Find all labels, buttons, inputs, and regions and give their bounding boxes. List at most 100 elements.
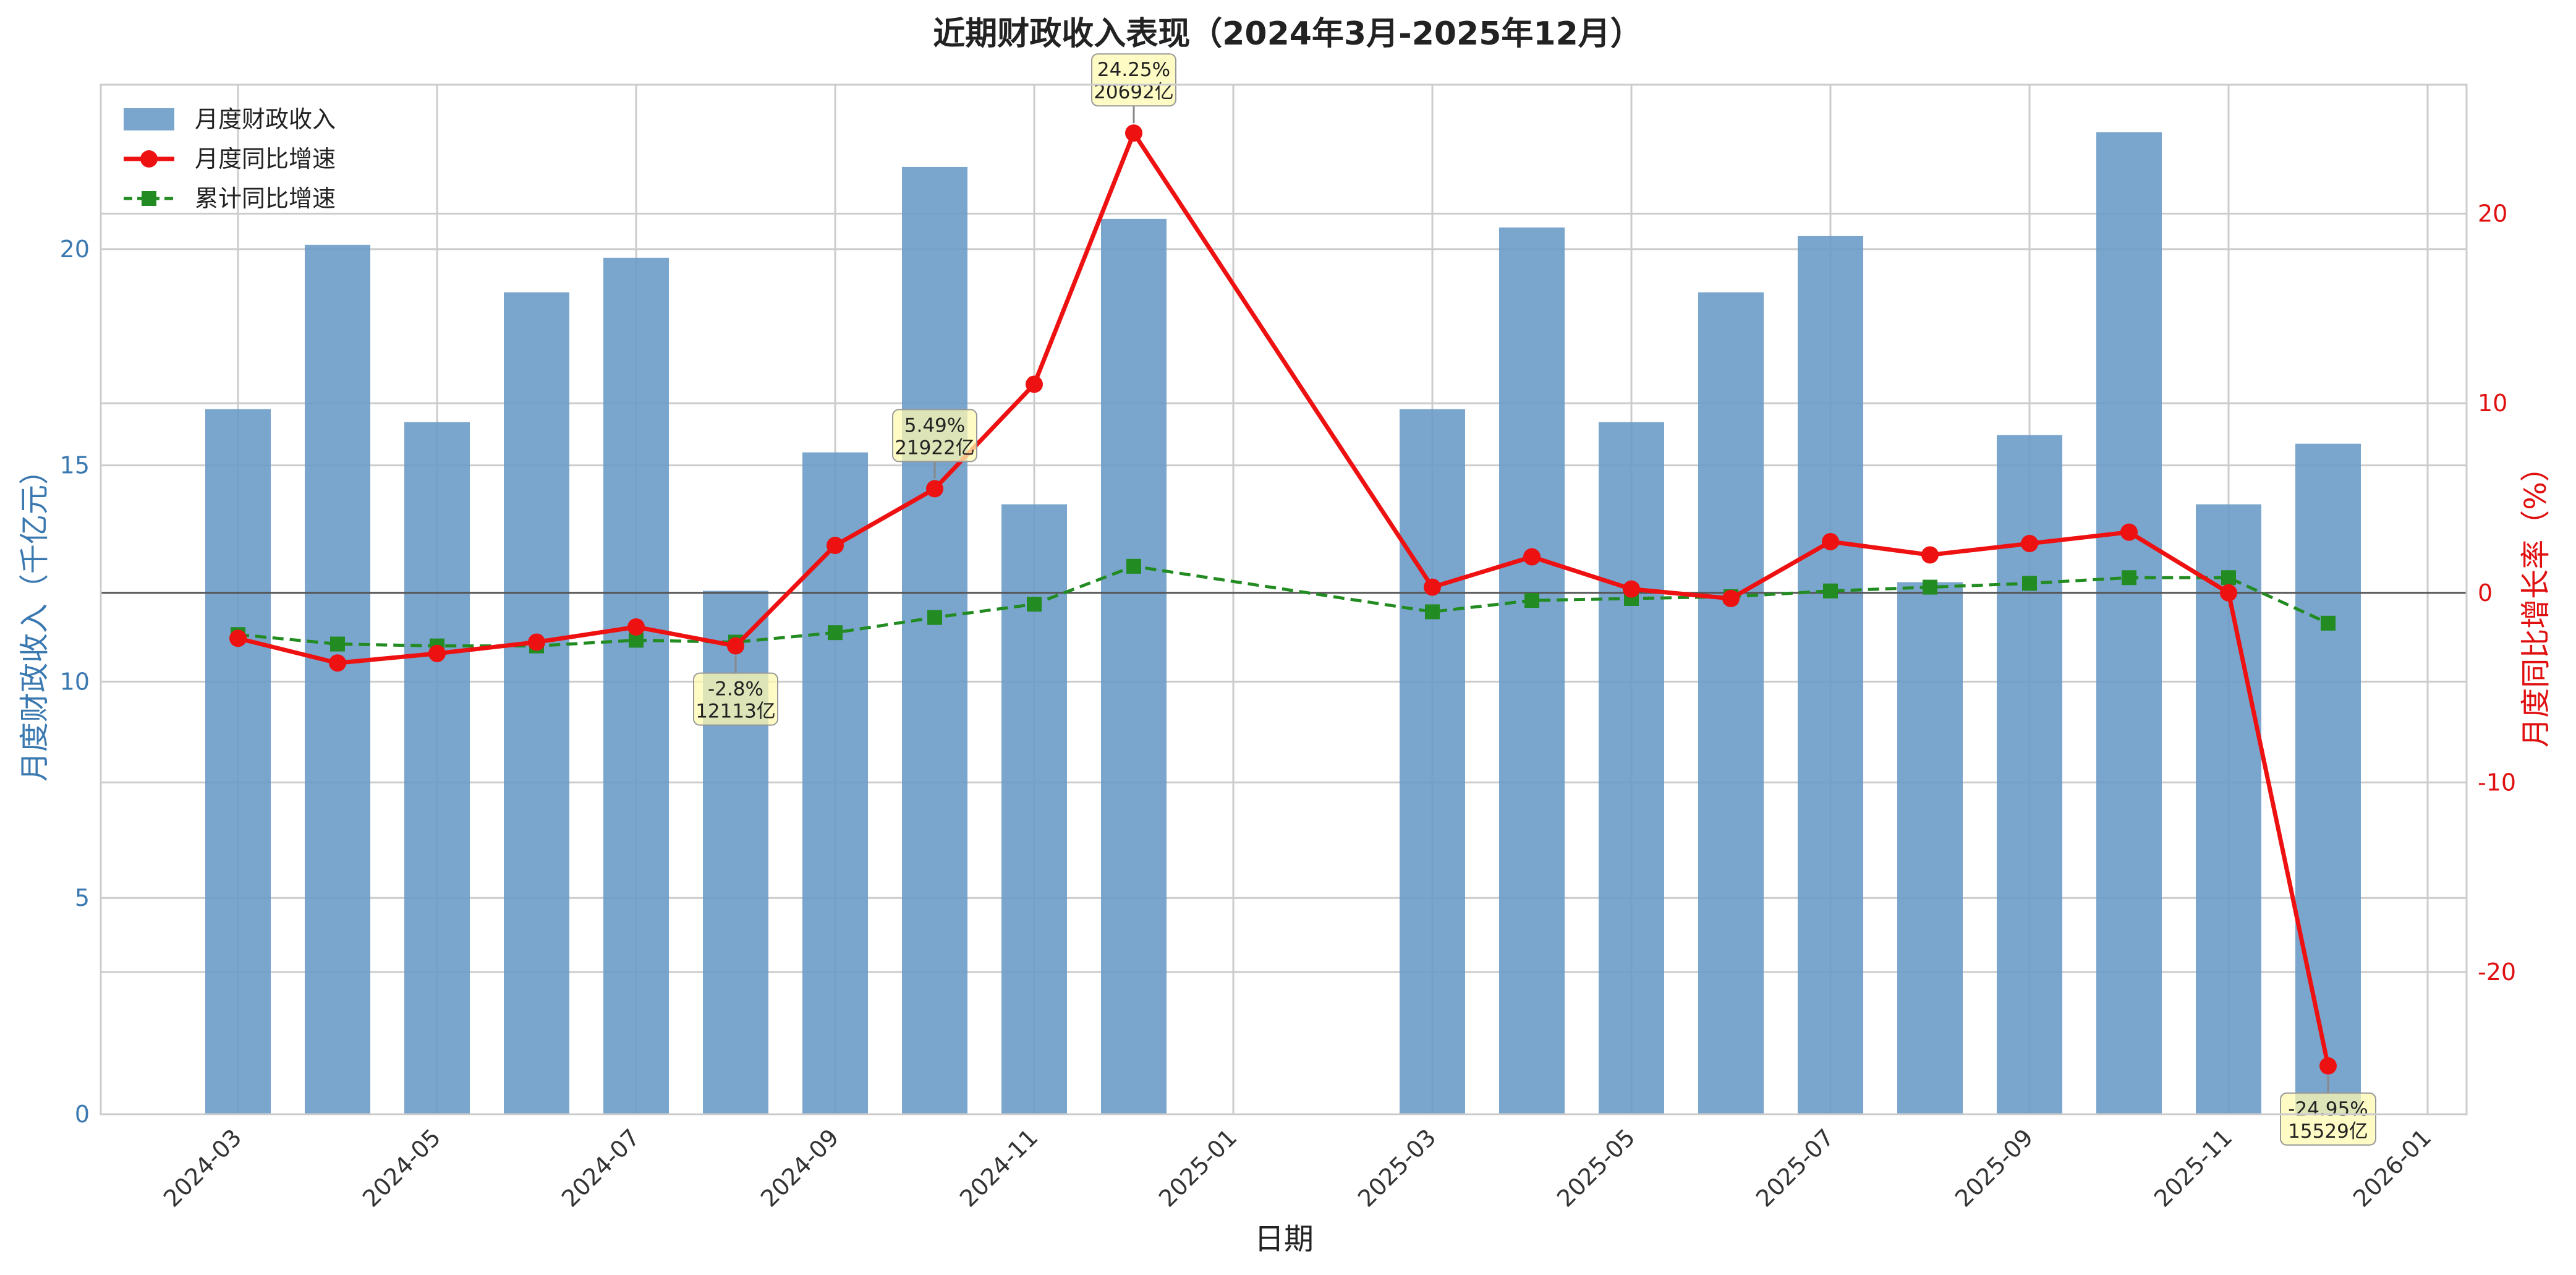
x-tick-label: 2025-07 <box>1751 1124 1839 1212</box>
legend-swatch-marker <box>142 191 156 206</box>
point-monthly <box>2120 523 2138 541</box>
point-monthly <box>1822 532 1839 550</box>
point-monthly <box>428 644 446 662</box>
annotation-amount: 15529亿 <box>2288 1120 2368 1143</box>
y-axis-right-title: 月度同比增长率（%） <box>2519 452 2553 748</box>
legend-label: 累计同比增速 <box>195 185 336 212</box>
y-tick-label-right: 10 <box>2478 390 2507 417</box>
point-monthly <box>1623 580 1640 598</box>
annotation-value: -24.95% <box>2288 1098 2368 1120</box>
x-tick-label: 2024-11 <box>954 1124 1043 1212</box>
y-tick-label-left: 0 <box>75 1101 90 1128</box>
bar <box>2196 504 2261 1114</box>
annotation-value: -2.8% <box>708 678 763 701</box>
bar <box>504 292 569 1114</box>
x-tick-label: 2025-03 <box>1353 1124 1441 1212</box>
x-tick-label: 2024-03 <box>158 1124 247 1212</box>
point-cumulative <box>1524 593 1539 608</box>
bar-series <box>205 132 2361 1115</box>
bar <box>1499 227 1565 1115</box>
point-monthly <box>2319 1057 2337 1075</box>
bar <box>1400 409 1465 1115</box>
x-tick-label: 2024-05 <box>357 1124 446 1212</box>
point-monthly <box>528 633 545 651</box>
x-tick-label: 2025-01 <box>1154 1124 1242 1212</box>
x-tick-label: 2025-11 <box>2149 1124 2237 1212</box>
bar <box>902 166 967 1114</box>
legend-label: 月度同比增速 <box>195 145 336 173</box>
bar <box>603 257 669 1115</box>
bar <box>802 452 868 1115</box>
annotation-box <box>693 672 778 726</box>
point-monthly <box>1424 578 1441 596</box>
point-cumulative <box>828 625 843 641</box>
x-axis-title: 日期 <box>1254 1222 1314 1256</box>
x-tick-label: 2025-05 <box>1552 1124 1640 1212</box>
point-cumulative <box>330 636 345 652</box>
legend-swatch-marker <box>140 150 158 168</box>
plot-frame <box>100 83 2468 1115</box>
bar <box>2096 132 2162 1115</box>
point-cumulative <box>927 610 942 625</box>
x-tick-label: 2024-07 <box>556 1124 645 1212</box>
x-tick-label: 2024-09 <box>755 1124 844 1212</box>
annotation-value: 24.25% <box>1097 59 1170 81</box>
point-monthly <box>2021 535 2038 553</box>
bar <box>205 409 271 1115</box>
bar <box>2295 443 2361 1114</box>
point-monthly <box>1722 589 1740 607</box>
point-monthly <box>1026 375 1043 393</box>
bar <box>1798 236 1863 1115</box>
bar <box>1698 292 1764 1114</box>
point-monthly <box>926 480 943 498</box>
annotation-amount: 21922亿 <box>895 437 975 459</box>
point-monthly <box>1921 546 1939 564</box>
point-cumulative <box>1923 579 1937 595</box>
point-cumulative <box>1126 558 1141 574</box>
y-tick-label-right: -20 <box>2478 958 2516 986</box>
bar <box>1897 582 1963 1114</box>
annotation-value: 5.49% <box>904 414 965 437</box>
annotations: 24.25%20692亿5.49%21922亿-2.8%12113亿-24.95… <box>693 53 2376 1146</box>
point-cumulative <box>1027 597 1042 612</box>
y-tick-label-right: 0 <box>2478 579 2493 607</box>
annotation-box <box>2280 1092 2376 1146</box>
bar <box>1599 422 1664 1114</box>
grid <box>101 85 2467 1114</box>
series-line-monthly <box>237 130 2331 1067</box>
point-cumulative <box>2321 615 2336 631</box>
point-monthly <box>727 637 744 655</box>
point-cumulative <box>2122 570 2136 586</box>
point-monthly <box>2220 584 2237 602</box>
chart-title: 近期财政收入表现（2024年3月-2025年12月） <box>933 15 1643 53</box>
y-tick-label-right: 20 <box>2478 200 2507 228</box>
point-cumulative <box>2221 570 2236 586</box>
bar <box>404 422 470 1114</box>
y-axis-left-title: 月度财政收入（千亿元） <box>17 455 52 782</box>
point-monthly <box>229 629 247 647</box>
legend-label: 月度财政收入 <box>195 106 336 133</box>
point-monthly <box>827 537 844 555</box>
annotation-box <box>892 409 977 463</box>
point-cumulative <box>2022 576 2037 591</box>
legend-swatch-bar <box>124 108 174 130</box>
x-tick-label: 2025-09 <box>1950 1124 2038 1212</box>
point-monthly <box>1125 124 1142 142</box>
bar <box>305 244 370 1115</box>
point-monthly <box>627 618 645 636</box>
y-tick-label-right: -10 <box>2478 769 2516 796</box>
series-line-cumulative <box>237 565 2329 648</box>
y-tick-label-left: 20 <box>60 236 90 263</box>
y-tick-label-left: 5 <box>75 884 90 911</box>
point-monthly <box>329 654 346 672</box>
annotation-box <box>1091 53 1176 107</box>
point-cumulative <box>1823 583 1838 599</box>
line-series <box>229 124 2337 1075</box>
point-cumulative <box>1425 604 1440 620</box>
point-monthly <box>1523 548 1541 566</box>
y-tick-label-left: 10 <box>60 668 90 695</box>
y-tick-label-left: 15 <box>60 452 90 479</box>
annotation-amount: 12113亿 <box>695 701 776 723</box>
